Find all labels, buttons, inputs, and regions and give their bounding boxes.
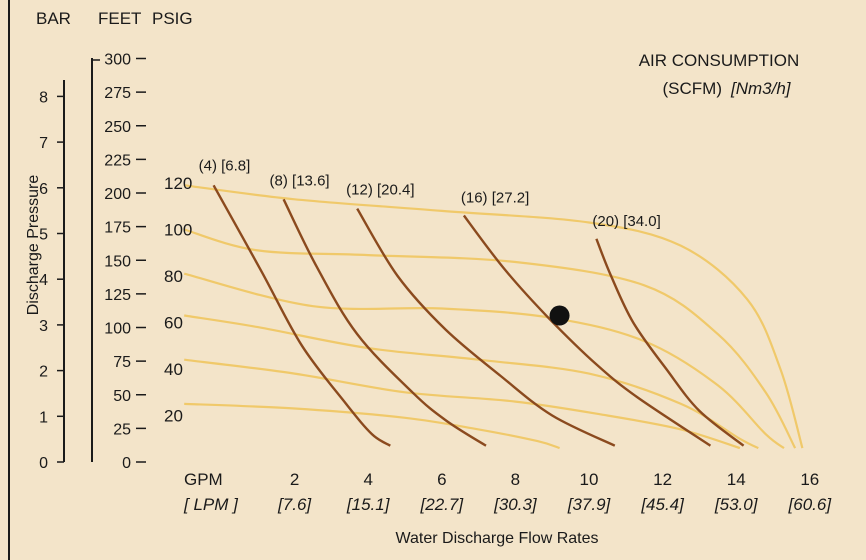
- air-curve-label-1: (8) [13.6]: [270, 172, 330, 189]
- x-tick-label: 16: [800, 470, 819, 489]
- performance-curve-1: [183, 228, 797, 449]
- x-tick-label: 12: [653, 470, 672, 489]
- feet-tick-label: 175: [104, 220, 131, 237]
- psig-tick-label: 100: [164, 221, 192, 240]
- x-tick-label-alt: [37.9]: [567, 495, 612, 514]
- x-tick-label-alt: [30.3]: [493, 495, 538, 514]
- air-curve-4: [595, 238, 745, 447]
- psig-tick-label: 80: [164, 267, 183, 286]
- feet-tick-label: 225: [104, 152, 131, 169]
- air-curve-1: [282, 198, 487, 447]
- feet-tick-label: 50: [113, 388, 131, 405]
- air-curve-label-0: (4) [6.8]: [199, 157, 251, 174]
- performance-curve-3: [184, 314, 759, 450]
- air-curve-2: [356, 207, 616, 447]
- x-tick-label: 4: [363, 470, 372, 489]
- x-tick-label: 6: [437, 470, 446, 489]
- x-tick-label: 10: [580, 470, 599, 489]
- chart-title: AIR CONSUMPTION: [639, 51, 800, 70]
- air-curve-label-4: (20) [34.0]: [592, 213, 660, 230]
- x-tick-label-alt: [7.6]: [277, 495, 312, 514]
- air-curve-label-3: (16) [27.2]: [461, 190, 529, 207]
- feet-tick-label: 200: [104, 186, 131, 203]
- performance-curve-5: [184, 402, 560, 450]
- feet-tick-label: 25: [113, 421, 131, 438]
- x-tick-label-alt: [53.0]: [714, 495, 759, 514]
- bar-tick-label: 6: [39, 181, 48, 198]
- feet-tick-label: 250: [104, 119, 131, 136]
- psig-tick-label: 20: [164, 407, 183, 426]
- feet-tick-label: 125: [104, 287, 131, 304]
- feet-tick-label: 300: [104, 52, 131, 69]
- psig-tick-label: 60: [164, 314, 183, 333]
- feet-tick-label: 100: [104, 321, 131, 338]
- air-consumption-curves: [212, 184, 745, 447]
- curve-labels: (4) [6.8] (8) [13.6] (12) [20.4] (16) [27.2…: [199, 157, 661, 229]
- x-axis-title: Water Discharge Flow Rates: [395, 530, 598, 547]
- x-tick-label: 2: [290, 470, 299, 489]
- air-curve-label-2: (12) [20.4]: [346, 182, 414, 199]
- x-unit-label-alt: [ LPM ]: [183, 495, 239, 514]
- axis-tick-labels: 0123456780255075100125150175200225250275…: [39, 52, 832, 515]
- feet-tick-label: 0: [122, 455, 131, 472]
- bar-tick-label: 4: [39, 272, 48, 289]
- chart-subtitle-units: [Nm3/h]: [730, 79, 792, 98]
- feet-tick-label: 275: [104, 85, 131, 102]
- bar-tick-label: 8: [39, 89, 48, 106]
- y-axes: [57, 57, 146, 463]
- feet-tick-label: 75: [113, 354, 131, 371]
- x-tick-label-alt: [22.7]: [420, 495, 465, 514]
- operating-point: [549, 305, 570, 326]
- x-tick-label-alt: [45.4]: [640, 495, 685, 514]
- air-curve-0: [212, 184, 391, 447]
- psig-tick-label: 120: [164, 174, 192, 193]
- y-axis-title: Discharge Pressure: [25, 175, 42, 316]
- x-tick-label-alt: [60.6]: [788, 495, 833, 514]
- bar-tick-label: 2: [39, 364, 48, 381]
- x-tick-label: 14: [727, 470, 746, 489]
- x-tick-label-alt: [15.1]: [346, 495, 391, 514]
- x-tick-label: 8: [511, 470, 520, 489]
- axis-header-bar: BAR: [36, 9, 71, 28]
- bar-tick-label: 1: [39, 409, 48, 426]
- air-curve-3: [462, 214, 712, 447]
- axis-header-feet: FEET: [98, 9, 141, 28]
- psig-tick-label: 40: [164, 360, 183, 379]
- bar-tick-label: 7: [39, 135, 48, 152]
- x-unit-label: GPM: [184, 470, 223, 489]
- bar-tick-label: 3: [39, 318, 48, 335]
- feet-tick-label: 150: [104, 253, 131, 270]
- bar-tick-label: 5: [39, 227, 48, 244]
- bar-tick-label: 0: [39, 455, 48, 472]
- performance-curve-4: [184, 358, 741, 450]
- axis-header-psig: PSIG: [152, 9, 193, 28]
- chart-subtitle: (SCFM): [663, 79, 722, 98]
- performance-curve-0: [184, 184, 804, 449]
